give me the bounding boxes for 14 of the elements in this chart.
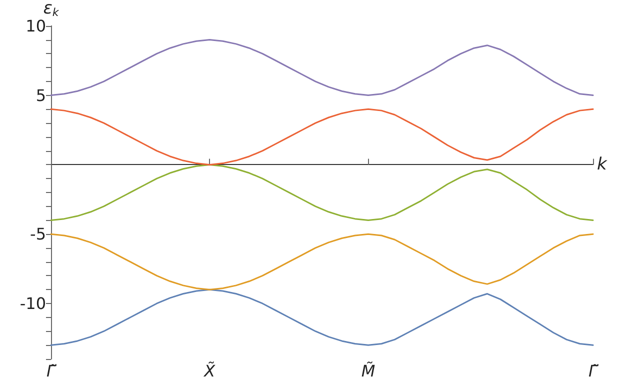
y-tick-label: 5 bbox=[36, 86, 46, 105]
y-tick-label: 10 bbox=[26, 16, 46, 36]
x-tick-label: Γ̃ bbox=[588, 362, 599, 379]
x-tick-label: X̃ bbox=[203, 362, 216, 379]
line-series bbox=[50, 233, 594, 290]
x-tick-label: M̃ bbox=[361, 362, 376, 379]
line-series bbox=[50, 164, 594, 221]
x-axis-title: k bbox=[597, 154, 608, 175]
y-tick-label: -10 bbox=[20, 294, 46, 313]
line-series bbox=[50, 108, 594, 166]
x-tick-label: Γ̃ bbox=[46, 362, 57, 379]
y-tick-label: -5 bbox=[30, 224, 46, 244]
line-series bbox=[50, 39, 594, 96]
line-series bbox=[50, 288, 594, 346]
